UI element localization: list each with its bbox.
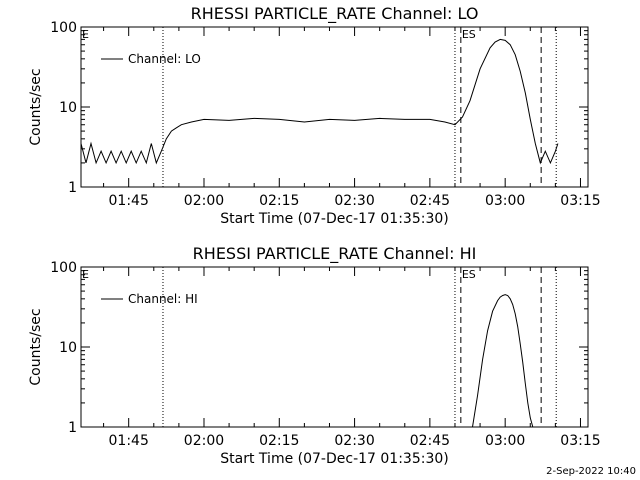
- hi-plot-frame: [80, 266, 589, 428]
- hi-x-tick-label: 02:00: [184, 433, 224, 449]
- hi-x-tick-label: 02:15: [259, 433, 299, 449]
- lo-x-tick-label: 03:00: [485, 193, 525, 209]
- lo-x-axis-label: Start Time (07-Dec-17 01:35:30): [220, 211, 448, 227]
- lo-marker-label: E: [82, 28, 89, 41]
- hi-x-tick-label: 03:00: [485, 433, 525, 449]
- hi-y-tick-label: 10: [59, 340, 77, 356]
- hi-chart-title: RHESSI PARTICLE_RATE Channel: HI: [193, 244, 477, 264]
- hi-series-line: [472, 294, 534, 428]
- lo-chart-title: RHESSI PARTICLE_RATE Channel: LO: [191, 4, 479, 24]
- lo-legend-label: Channel: LO: [128, 52, 201, 66]
- lo-x-tick-label: 02:00: [184, 193, 224, 209]
- hi-y-tick-label: 1: [68, 420, 77, 436]
- lo-channel-panel: RHESSI PARTICLE_RATE Channel: LO 01:45 02:…: [28, 4, 601, 227]
- lo-x-tick-label: 02:45: [410, 193, 450, 209]
- lo-x-tick-label: 02:30: [334, 193, 374, 209]
- hi-marker-label: E: [82, 268, 89, 281]
- lo-y-tick-label: 100: [50, 20, 77, 36]
- lo-x-tick-label: 01:45: [109, 193, 149, 209]
- hi-x-tick-label: 01:45: [109, 433, 149, 449]
- lo-series-line: [80, 38, 559, 165]
- lo-plot-frame: [80, 26, 589, 188]
- hi-y-tick-label: 100: [50, 260, 77, 276]
- hi-x-axis-label: Start Time (07-Dec-17 01:35:30): [220, 451, 448, 467]
- lo-y-tick-label: 10: [59, 100, 77, 116]
- hi-channel-panel: RHESSI PARTICLE_RATE Channel: HI 01:45 02:…: [28, 244, 601, 467]
- hi-x-tick-label: 02:45: [410, 433, 450, 449]
- hi-marker-label: ES: [462, 268, 476, 281]
- lo-y-tick-label: 1: [68, 180, 77, 196]
- hi-legend-label: Channel: HI: [128, 292, 198, 306]
- lo-y-axis-label: Counts/sec: [28, 68, 44, 145]
- hi-x-tick-label: 03:15: [560, 433, 600, 449]
- footer-date: 2-Sep-2022 10:40: [546, 466, 636, 477]
- lo-x-tick-label: 03:15: [560, 193, 600, 209]
- hi-y-axis-label: Counts/sec: [28, 308, 44, 385]
- hi-x-tick-label: 02:30: [334, 433, 374, 449]
- lo-x-tick-label: 02:15: [259, 193, 299, 209]
- lo-marker-label: ES: [462, 28, 476, 41]
